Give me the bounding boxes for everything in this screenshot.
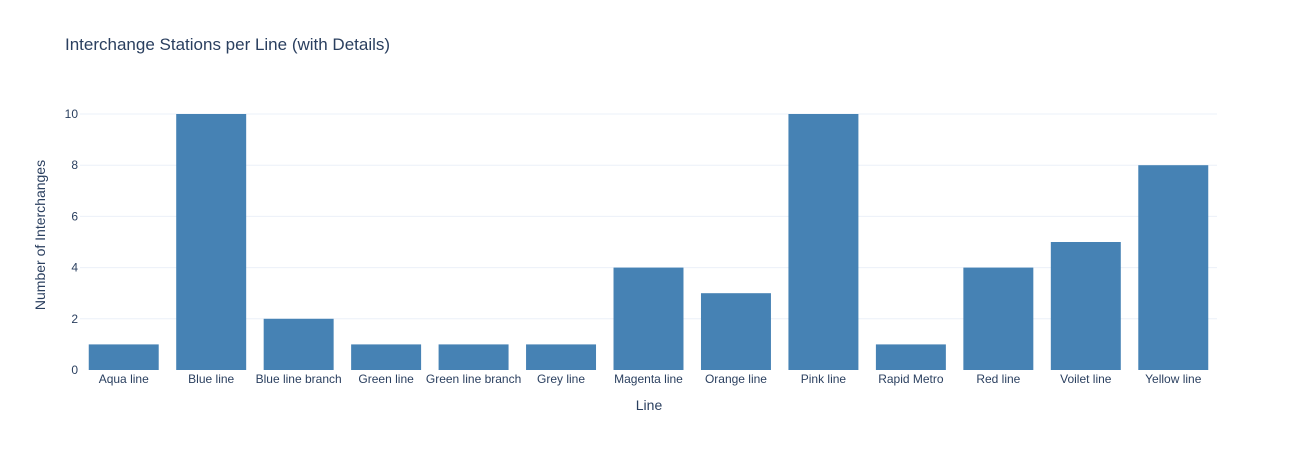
y-axis-ticks: 0 2 4 6 8 10 — [65, 107, 79, 377]
bar[interactable] — [351, 344, 422, 370]
y-tick-label: 8 — [71, 158, 78, 172]
x-axis-ticks: Aqua line Blue line Blue line branch Green … — [99, 372, 1202, 386]
bars — [88, 114, 1209, 370]
bar[interactable] — [613, 267, 684, 370]
bar[interactable] — [176, 114, 247, 370]
x-tick-label: Red line — [976, 372, 1020, 386]
bar[interactable] — [263, 318, 334, 370]
x-tick-label: Yellow line — [1145, 372, 1202, 386]
x-tick-label: Rapid Metro — [878, 372, 944, 386]
x-tick-label: Aqua line — [99, 372, 149, 386]
x-tick-label: Pink line — [801, 372, 847, 386]
bar[interactable] — [788, 114, 859, 370]
y-tick-label: 6 — [71, 209, 78, 223]
x-tick-label: Voilet line — [1060, 372, 1112, 386]
bar[interactable] — [1138, 165, 1209, 370]
bar[interactable] — [700, 293, 771, 370]
x-tick-label: Blue line — [188, 372, 234, 386]
bar[interactable] — [1050, 242, 1121, 370]
x-tick-label: Magenta line — [614, 372, 683, 386]
x-tick-label: Green line — [358, 372, 414, 386]
bar[interactable] — [875, 344, 946, 370]
x-tick-label: Orange line — [705, 372, 767, 386]
bar[interactable] — [526, 344, 597, 370]
bar[interactable] — [963, 267, 1034, 370]
y-tick-label: 0 — [71, 363, 78, 377]
x-tick-label: Green line branch — [426, 372, 521, 386]
y-tick-label: 4 — [71, 261, 78, 275]
y-tick-label: 2 — [71, 312, 78, 326]
bar[interactable] — [438, 344, 509, 370]
bar[interactable] — [88, 344, 159, 370]
chart-title: Interchange Stations per Line (with Deta… — [65, 35, 390, 54]
x-tick-label: Grey line — [537, 372, 585, 386]
y-axis-title: Number of Interchanges — [32, 160, 48, 310]
x-tick-label: Blue line branch — [256, 372, 342, 386]
y-tick-label: 10 — [65, 107, 79, 121]
x-axis-title: Line — [636, 397, 663, 413]
